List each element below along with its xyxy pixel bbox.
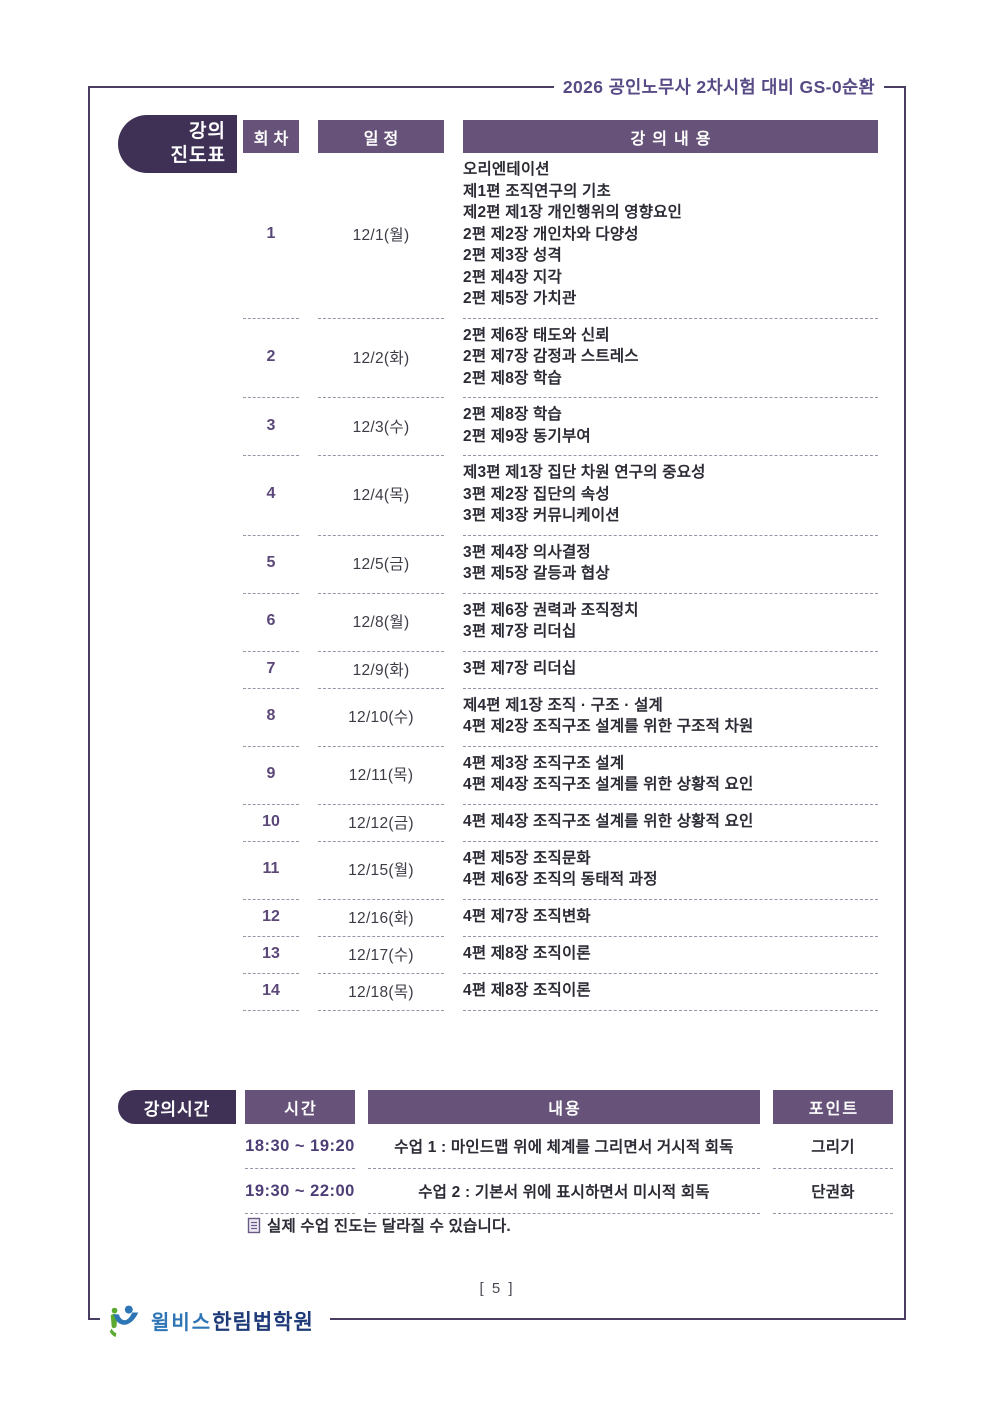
session-date: 12/15(월) bbox=[318, 842, 444, 900]
footnote: 실제 수업 진도는 달라질 수 있습니다. bbox=[247, 1214, 511, 1236]
time-table: 시간 내용 포인트 18:30 ~ 19:20 수업 1 : 마인드맵 위에 체… bbox=[245, 1090, 893, 1214]
session-number: 3 bbox=[243, 398, 299, 456]
session-date: 12/9(화) bbox=[318, 652, 444, 689]
academy-logo-icon bbox=[106, 1302, 144, 1340]
class-point: 그리기 bbox=[773, 1124, 893, 1169]
session-content: 4편 제7장 조직변화 bbox=[463, 900, 878, 937]
class-time: 19:30 ~ 22:00 bbox=[245, 1169, 355, 1214]
document-icon bbox=[247, 1217, 261, 1234]
page-title: 2026 공인노무사 2차시험 대비 GS-0순환 bbox=[553, 74, 884, 101]
schedule-badge-line2: 진도표 bbox=[170, 145, 226, 166]
session-date: 12/2(화) bbox=[318, 319, 444, 398]
column-header-point: 포인트 bbox=[773, 1090, 893, 1124]
column-header-date: 일정 bbox=[318, 120, 444, 153]
session-content: 3편 제4장 의사결정 3편 제5장 갈등과 협상 bbox=[463, 536, 878, 594]
session-date: 12/17(수) bbox=[318, 937, 444, 974]
session-date: 12/10(수) bbox=[318, 689, 444, 747]
session-date: 12/12(금) bbox=[318, 805, 444, 842]
column-header-time-content: 내용 bbox=[368, 1090, 760, 1124]
session-date: 12/16(화) bbox=[318, 900, 444, 937]
footnote-text: 실제 수업 진도는 달라질 수 있습니다. bbox=[267, 1218, 511, 1235]
session-number: 1 bbox=[243, 153, 299, 319]
session-number: 14 bbox=[243, 974, 299, 1011]
session-content: 제3편 제1장 집단 차원 연구의 중요성 3편 제2장 집단의 속성 3편 제3장… bbox=[463, 456, 878, 536]
session-content: 4편 제3장 조직구조 설계 4편 제4장 조직구조 설계를 위한 상황적 요인 bbox=[463, 747, 878, 805]
session-number: 4 bbox=[243, 456, 299, 536]
session-number: 2 bbox=[243, 319, 299, 398]
session-date: 12/11(목) bbox=[318, 747, 444, 805]
session-content: 2편 제8장 학습 2편 제9장 동기부여 bbox=[463, 398, 878, 456]
page-number: [ 5 ] bbox=[479, 1280, 515, 1297]
session-number: 7 bbox=[243, 652, 299, 689]
session-number: 13 bbox=[243, 937, 299, 974]
logo-brand-text: 윌비스 bbox=[151, 1312, 213, 1334]
schedule-table: 회차 일정 강의내용 1 12/1(월) 오리엔테이션 제1편 조직연구의 기초 제… bbox=[243, 120, 878, 1011]
session-content: 3편 제6장 권력과 조직정치 3편 제7장 리더십 bbox=[463, 594, 878, 652]
session-date: 12/8(월) bbox=[318, 594, 444, 652]
class-content: 수업 1 : 마인드맵 위에 체계를 그리면서 거시적 회독 bbox=[368, 1124, 760, 1169]
session-number: 12 bbox=[243, 900, 299, 937]
session-content: 오리엔테이션 제1편 조직연구의 기초 제2편 제1장 개인행위의 영향요인 2편 제… bbox=[463, 153, 878, 319]
session-content: 제4편 제1장 조직 · 구조 · 설계 4편 제2장 조직구조 설계를 위한 구… bbox=[463, 689, 878, 747]
session-content: 4편 제5장 조직문화 4편 제6장 조직의 동태적 과정 bbox=[463, 842, 878, 900]
session-number: 9 bbox=[243, 747, 299, 805]
class-point: 단권화 bbox=[773, 1169, 893, 1214]
academy-logo: 윌비스한림법학원 bbox=[100, 1299, 330, 1343]
session-number: 5 bbox=[243, 536, 299, 594]
session-number: 8 bbox=[243, 689, 299, 747]
schedule-badge-line1: 강의 bbox=[189, 121, 226, 142]
session-content: 2편 제6장 태도와 신뢰 2편 제7장 감정과 스트레스 2편 제8장 학습 bbox=[463, 319, 878, 398]
column-header-content: 강의내용 bbox=[463, 120, 878, 153]
logo-brand-bold-text: 한림법학원 bbox=[212, 1311, 314, 1334]
session-content: 4편 제8장 조직이론 bbox=[463, 974, 878, 1011]
session-number: 11 bbox=[243, 842, 299, 900]
schedule-badge: 강의 진도표 bbox=[118, 115, 237, 173]
session-content: 3편 제7장 리더십 bbox=[463, 652, 878, 689]
session-number: 6 bbox=[243, 594, 299, 652]
session-date: 12/1(월) bbox=[318, 153, 444, 319]
class-time: 18:30 ~ 19:20 bbox=[245, 1124, 355, 1169]
class-content: 수업 2 : 기본서 위에 표시하면서 미시적 회독 bbox=[368, 1169, 760, 1214]
session-date: 12/18(목) bbox=[318, 974, 444, 1011]
time-badge: 강의시간 bbox=[118, 1090, 236, 1124]
session-content: 4편 제4장 조직구조 설계를 위한 상황적 요인 bbox=[463, 805, 878, 842]
page-frame: 2026 공인노무사 2차시험 대비 GS-0순환 강의 진도표 회차 일정 강… bbox=[88, 74, 906, 1320]
session-date: 12/5(금) bbox=[318, 536, 444, 594]
session-content: 4편 제8장 조직이론 bbox=[463, 937, 878, 974]
column-header-time: 시간 bbox=[245, 1090, 355, 1124]
session-date: 12/3(수) bbox=[318, 398, 444, 456]
column-header-session: 회차 bbox=[243, 120, 299, 153]
session-date: 12/4(목) bbox=[318, 456, 444, 536]
session-number: 10 bbox=[243, 805, 299, 842]
